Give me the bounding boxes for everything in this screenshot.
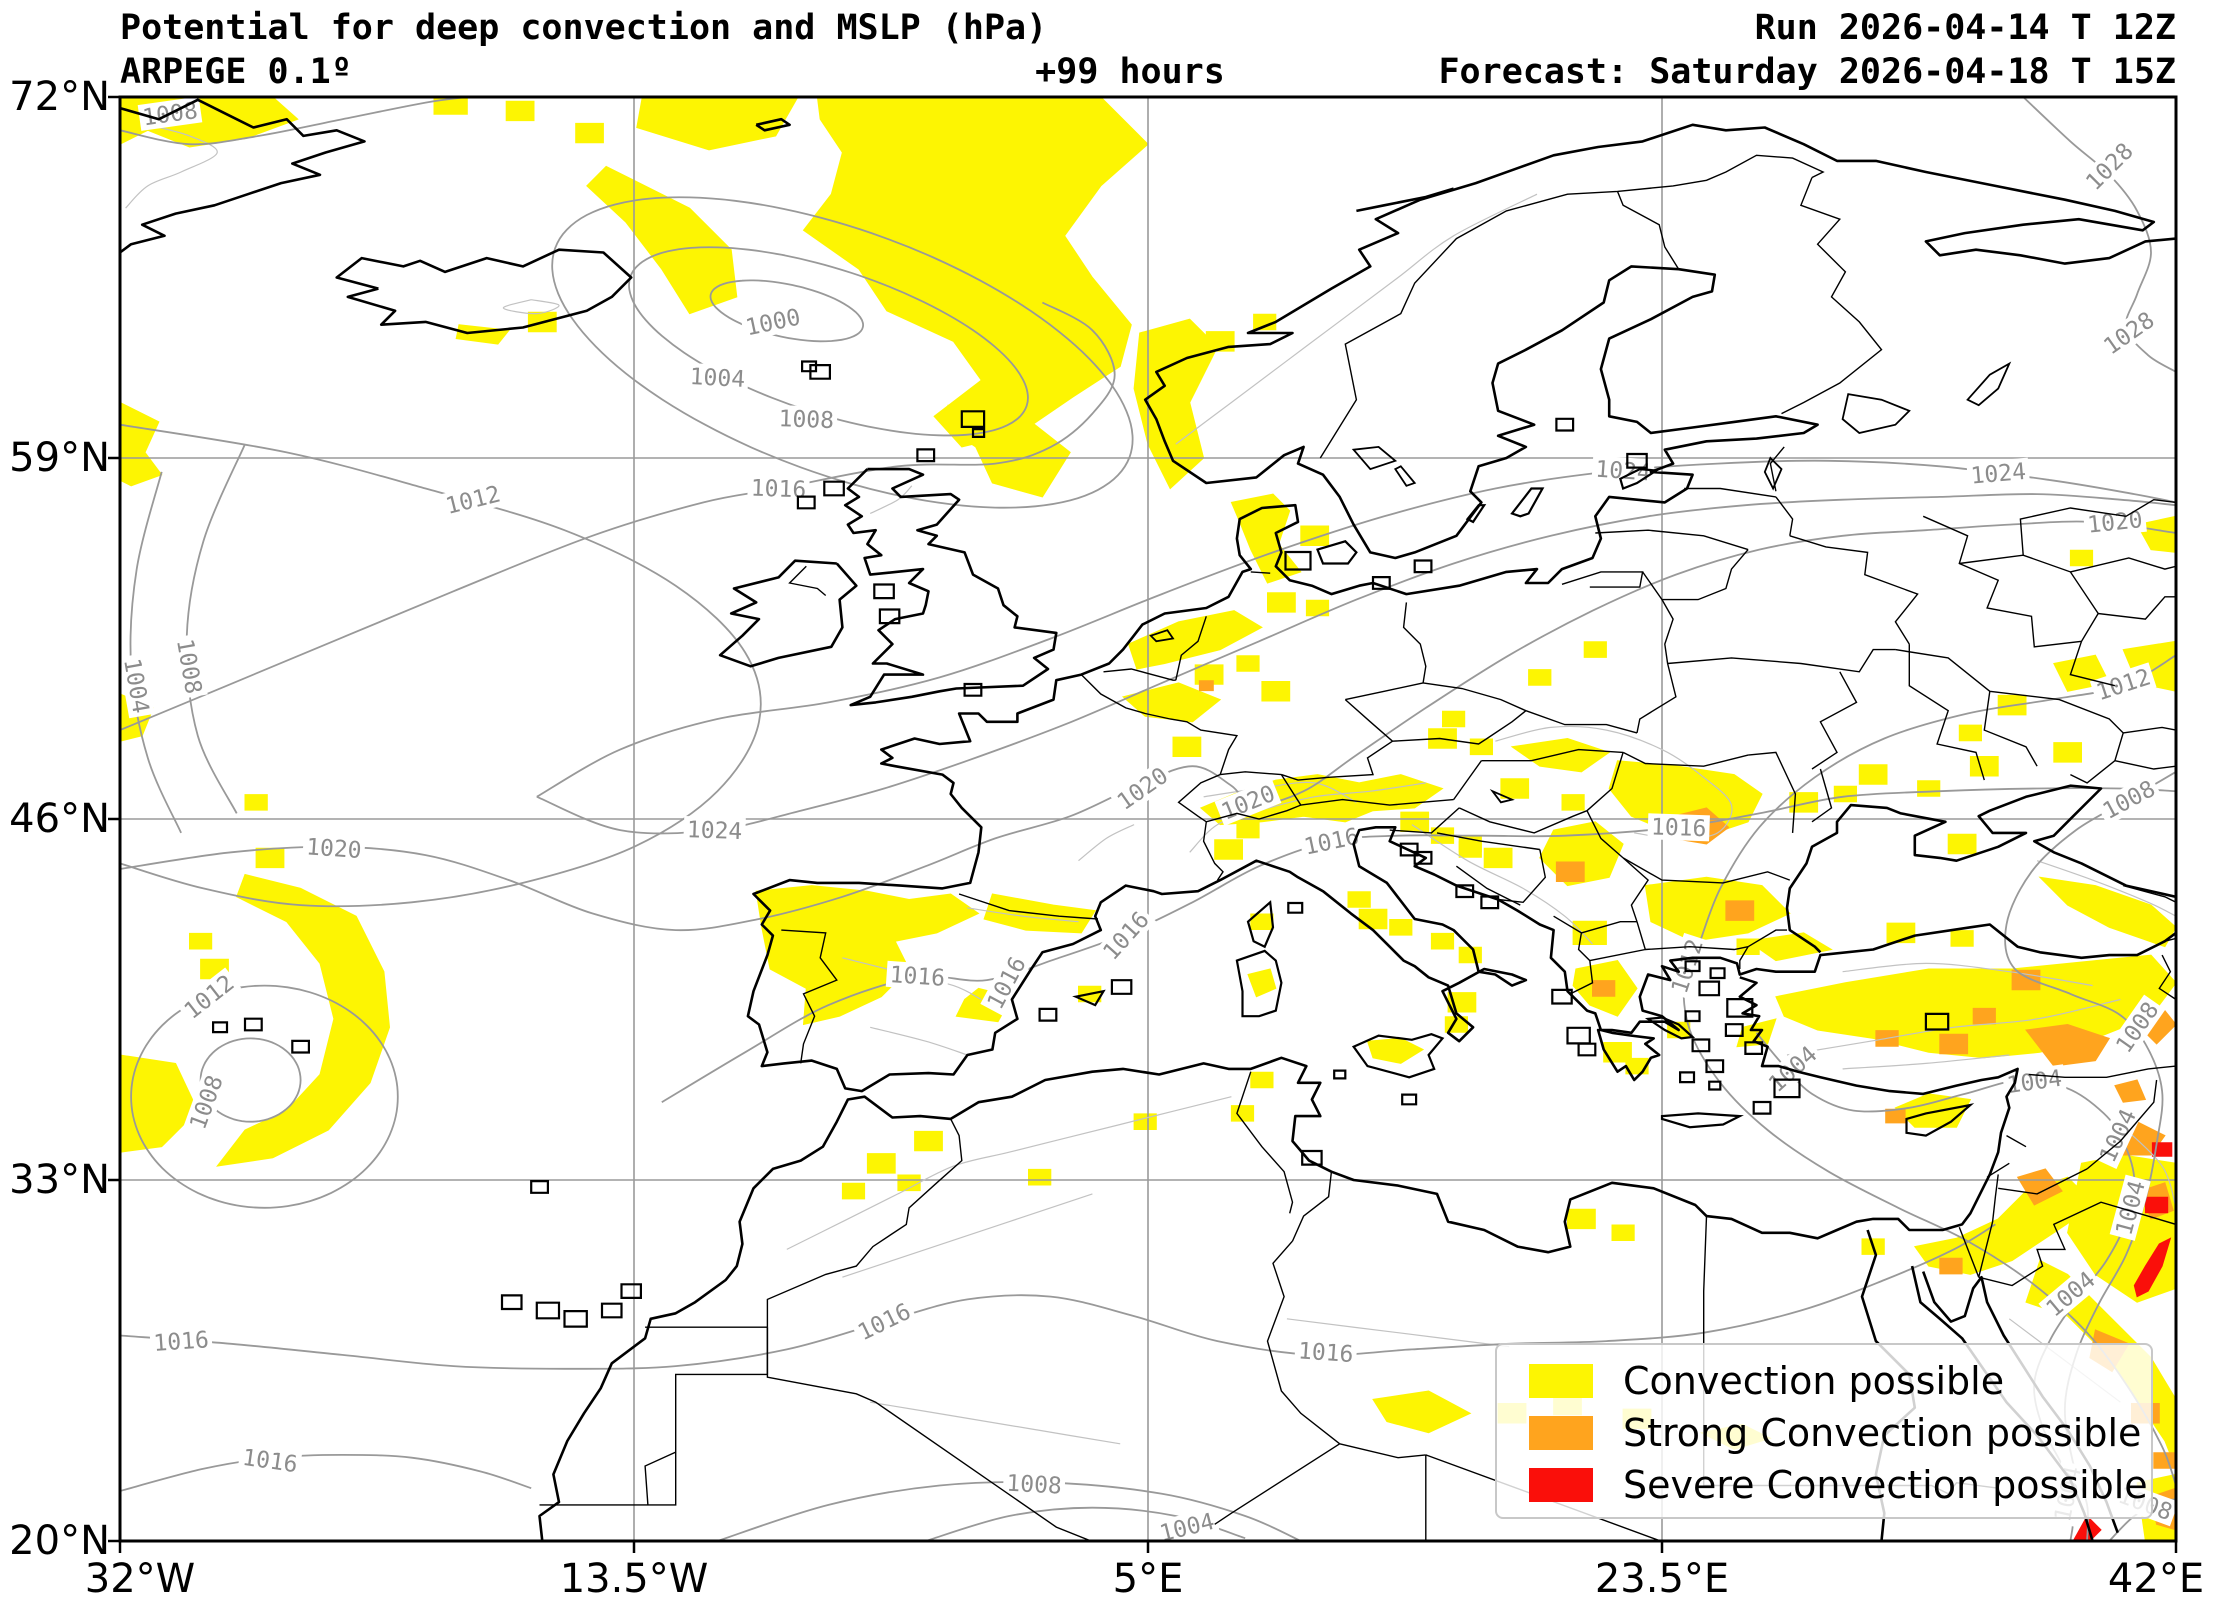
model-name: ARPEGE 0.1º bbox=[120, 52, 352, 92]
svg-text:1008: 1008 bbox=[2099, 776, 2160, 825]
y-tick-label: 72°N bbox=[9, 74, 110, 120]
axis-ticks bbox=[108, 95, 2178, 1553]
svg-text:1008: 1008 bbox=[778, 406, 834, 434]
x-tick-label: 13.5°W bbox=[559, 1556, 709, 1602]
x-tick-label: 23.5°E bbox=[1594, 1556, 1730, 1602]
svg-text:1016: 1016 bbox=[241, 1445, 299, 1478]
convection-possible-swatch-icon bbox=[1529, 1364, 1593, 1398]
country-borders bbox=[539, 154, 2176, 1541]
svg-text:1000: 1000 bbox=[743, 304, 803, 341]
legend-label: Severe Convection possible bbox=[1623, 1463, 2148, 1507]
x-tick-label: 5°E bbox=[1112, 1556, 1184, 1602]
strong-convection-swatch-icon bbox=[1529, 1416, 1593, 1450]
legend-item: Severe Convection possible bbox=[1529, 1459, 2151, 1511]
svg-text:1016: 1016 bbox=[983, 953, 1032, 1014]
run-info: Run 2026-04-14 T 12Z bbox=[1754, 8, 2176, 48]
svg-text:1004: 1004 bbox=[689, 364, 746, 393]
severe-convection-swatch-icon bbox=[1529, 1468, 1593, 1502]
svg-text:1016: 1016 bbox=[1297, 1338, 1354, 1368]
svg-text:1016: 1016 bbox=[1651, 814, 1707, 842]
x-tick-label: 42°E bbox=[2107, 1556, 2205, 1602]
svg-text:1016: 1016 bbox=[889, 962, 946, 992]
svg-text:1016: 1016 bbox=[153, 1327, 210, 1357]
svg-text:1012: 1012 bbox=[443, 481, 503, 520]
y-tick-label: 59°N bbox=[9, 435, 110, 481]
forecast-valid-time: Forecast: Saturday 2026-04-18 T 15Z bbox=[1438, 52, 2176, 92]
graticule bbox=[120, 97, 2176, 1541]
x-tick-label: 32°W bbox=[84, 1556, 196, 1602]
svg-text:1024: 1024 bbox=[1970, 459, 2027, 490]
legend-item: Convection possible bbox=[1529, 1355, 2151, 1407]
svg-text:1020: 1020 bbox=[305, 834, 362, 864]
svg-text:1016: 1016 bbox=[1302, 824, 1362, 861]
lakes bbox=[1149, 361, 2012, 804]
svg-text:1008: 1008 bbox=[171, 637, 206, 696]
y-tick-label: 33°N bbox=[9, 1157, 110, 1203]
islands bbox=[212, 360, 1975, 1328]
legend: Convection possible Strong Convection po… bbox=[1495, 1343, 2153, 1519]
page-title: Potential for deep convection and MSLP (… bbox=[120, 8, 1048, 48]
y-tick-label: 46°N bbox=[9, 796, 110, 842]
legend-label: Convection possible bbox=[1623, 1359, 2005, 1403]
svg-text:1024: 1024 bbox=[686, 817, 742, 845]
svg-text:1016: 1016 bbox=[854, 1299, 915, 1347]
legend-label: Strong Convection possible bbox=[1623, 1411, 2142, 1455]
y-tick-label: 20°N bbox=[9, 1518, 110, 1564]
lead-time: +99 hours bbox=[1035, 52, 1225, 92]
legend-item: Strong Convection possible bbox=[1529, 1407, 2151, 1459]
svg-text:1008: 1008 bbox=[1006, 1471, 1063, 1500]
svg-text:1024: 1024 bbox=[1594, 457, 1651, 487]
